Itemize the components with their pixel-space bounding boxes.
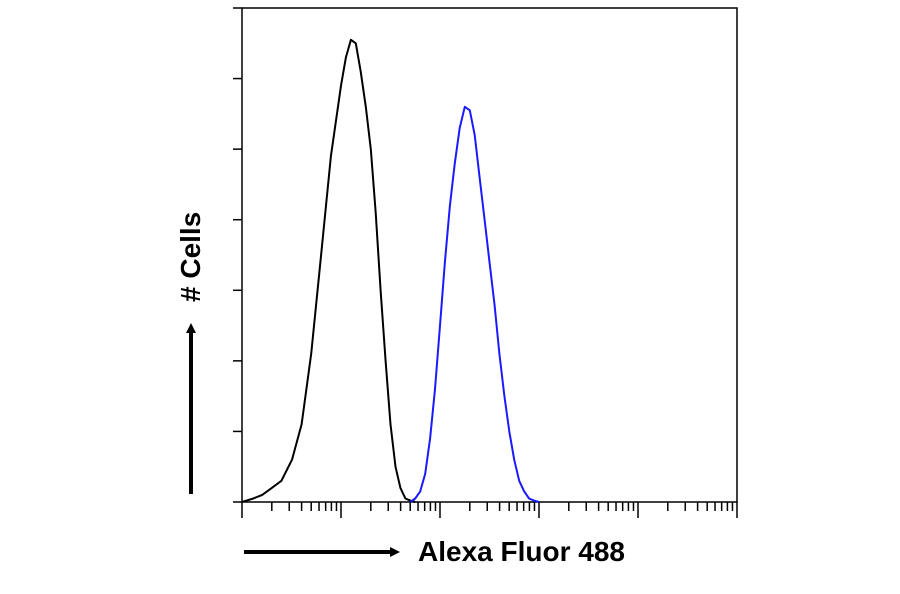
y-axis-label: # Cells (175, 212, 206, 302)
plot-frame (241, 7, 738, 503)
y-axis-ticks (233, 7, 242, 503)
series-line-0 (241, 38, 416, 503)
series-layer (241, 38, 540, 503)
x-axis-ticks (241, 502, 738, 518)
series-line-1 (409, 105, 540, 503)
x-axis-label: Alexa Fluor 488 (418, 536, 625, 567)
